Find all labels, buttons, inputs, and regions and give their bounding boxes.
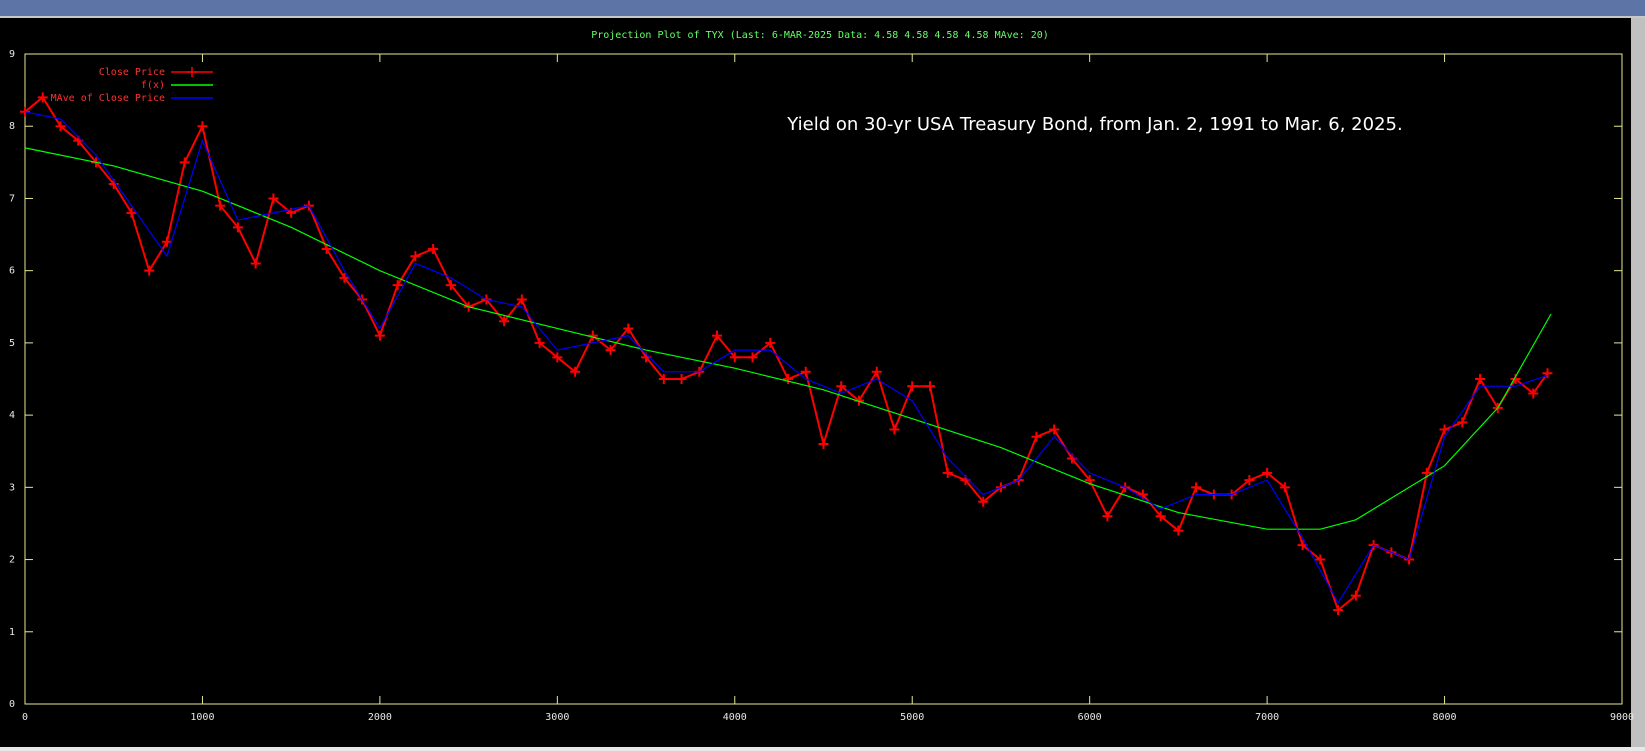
point-marker [1439, 424, 1450, 435]
point-marker [1102, 511, 1113, 522]
point-marker [37, 92, 48, 103]
point-marker [1528, 388, 1539, 399]
y-tick-label: 7 [9, 193, 15, 204]
point-marker [747, 352, 758, 363]
point-marker [179, 157, 190, 168]
point-marker [197, 121, 208, 132]
legend-label: Close Price [99, 67, 165, 78]
point-marker [161, 236, 172, 247]
point-marker [924, 381, 935, 392]
point-marker [836, 381, 847, 392]
point-marker [907, 381, 918, 392]
point-marker [232, 222, 243, 233]
point-marker [765, 337, 776, 348]
point-marker [1457, 417, 1468, 428]
bottom-edge [0, 747, 1645, 751]
point-marker [889, 424, 900, 435]
annotation: Yield on 30-yr USA Treasury Bond, from J… [786, 114, 1402, 135]
y-tick-label: 2 [9, 555, 15, 566]
window-edge [0, 16, 1645, 18]
point-marker [321, 244, 332, 254]
point-marker [1279, 482, 1290, 493]
scrollbar [1631, 18, 1645, 751]
point-marker [1350, 590, 1361, 601]
point-marker [552, 352, 563, 363]
x-tick-label: 6000 [1078, 712, 1102, 723]
x-tick-label: 7000 [1255, 712, 1279, 723]
point-marker [729, 352, 740, 363]
x-tick-label: 0 [22, 712, 28, 723]
point-marker [410, 251, 421, 262]
point-marker [374, 330, 385, 341]
y-tick-label: 3 [9, 482, 15, 493]
point-marker [392, 280, 403, 291]
x-tick-label: 8000 [1433, 712, 1457, 723]
point-marker [516, 294, 527, 305]
chart-title: Projection Plot of TYX (Last: 6-MAR-2025… [591, 30, 1049, 41]
point-marker [20, 106, 30, 117]
series-line [24, 95, 1549, 612]
point-marker [1031, 431, 1042, 442]
point-marker [428, 244, 439, 254]
point-marker [144, 265, 155, 276]
x-tick-label: 4000 [723, 712, 747, 723]
y-tick-label: 6 [9, 266, 15, 277]
point-marker [1191, 482, 1202, 493]
point-marker [1155, 511, 1166, 522]
y-tick-label: 5 [9, 338, 15, 349]
legend-label: MAve of Close Price [51, 93, 165, 104]
point-marker [871, 366, 882, 377]
point-marker [783, 374, 794, 384]
point-marker [339, 272, 350, 283]
point-marker [978, 496, 989, 507]
point-marker [215, 200, 226, 211]
point-marker [1049, 424, 1060, 435]
point-marker [818, 439, 829, 449]
point-marker [623, 323, 634, 334]
point-marker [1262, 467, 1273, 478]
point-marker [800, 366, 811, 377]
series-line [24, 147, 1552, 530]
legend-marker [187, 67, 197, 77]
point-marker [1244, 475, 1255, 486]
point-marker [268, 193, 279, 204]
y-tick-label: 0 [9, 699, 15, 710]
point-marker [250, 258, 261, 269]
point-marker [676, 374, 687, 384]
y-tick-label: 9 [9, 49, 15, 60]
series-line [24, 111, 1548, 605]
point-marker [942, 467, 953, 478]
x-tick-label: 1000 [190, 712, 214, 723]
point-marker [126, 207, 137, 218]
point-marker [712, 330, 723, 341]
x-tick-label: 3000 [545, 712, 569, 723]
x-tick-label: 5000 [900, 712, 924, 723]
y-tick-label: 8 [9, 121, 15, 132]
x-tick-label: 2000 [368, 712, 392, 723]
point-marker [658, 374, 669, 384]
point-marker [605, 345, 616, 356]
point-marker [1475, 374, 1486, 384]
x-tick-label: 9000 [1610, 712, 1634, 723]
point-marker [534, 337, 545, 348]
point-marker [499, 316, 510, 327]
y-tick-label: 4 [9, 410, 15, 421]
point-marker [1333, 605, 1344, 616]
point-marker [1315, 554, 1326, 565]
point-marker [1542, 368, 1553, 379]
plot-frame [24, 53, 1623, 705]
point-marker [445, 280, 456, 291]
y-tick-label: 1 [9, 627, 15, 638]
point-marker [1173, 525, 1184, 536]
window-bar [0, 0, 1645, 16]
point-marker [55, 121, 66, 132]
point-marker [570, 366, 581, 377]
legend-label: f(x) [141, 80, 165, 91]
